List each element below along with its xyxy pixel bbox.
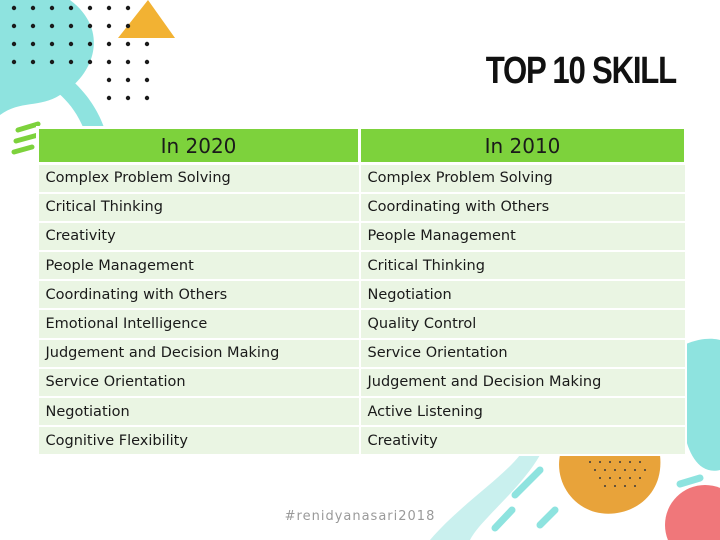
table-row: Complex Problem Solving Complex Problem … <box>36 162 687 194</box>
dot-grid-pattern <box>11 5 150 101</box>
teal-bottom-wave <box>430 455 540 540</box>
table-row: Service Orientation Judgement and Decisi… <box>36 366 687 399</box>
skill-2010: People Management <box>358 220 687 253</box>
skill-2020: Critical Thinking <box>36 191 361 223</box>
skill-2010: Complex Problem Solving <box>358 162 687 194</box>
page-title: TOP 10 SKILL <box>485 50 677 92</box>
skill-2020: People Management <box>36 250 361 282</box>
yellow-triangle-shape <box>118 0 175 38</box>
table-row: Cognitive Flexibility Creativity <box>36 425 687 457</box>
skill-2010: Creativity <box>358 425 687 457</box>
table-row: Judgement and Decision Making Service Or… <box>36 337 687 369</box>
skill-2010: Judgement and Decision Making <box>358 366 687 399</box>
green-dash-marks <box>11 121 41 155</box>
skill-2020: Cognitive Flexibility <box>36 425 361 457</box>
skill-2020: Negotiation <box>36 395 361 428</box>
teal-dash-marks <box>491 466 704 532</box>
skill-2020: Coordinating with Others <box>36 279 361 311</box>
skills-table: In 2020 In 2010 Complex Problem Solving … <box>36 126 687 457</box>
table-header-row: In 2020 In 2010 <box>36 126 687 165</box>
skill-2020: Judgement and Decision Making <box>36 337 361 369</box>
skill-2020: Complex Problem Solving <box>36 162 361 194</box>
skill-2010: Active Listening <box>358 395 687 428</box>
column-header-2010: In 2010 <box>358 126 687 165</box>
table-row: Critical Thinking Coordinating with Othe… <box>36 191 687 223</box>
skill-2010: Quality Control <box>358 308 687 340</box>
teal-right-blob <box>684 338 720 471</box>
table-row: People Management Critical Thinking <box>36 250 687 282</box>
skill-2020: Emotional Intelligence <box>36 308 361 340</box>
skill-2010: Coordinating with Others <box>358 191 687 223</box>
blob-dot-texture <box>589 461 646 487</box>
table-row: Creativity People Management <box>36 220 687 253</box>
skill-2020: Service Orientation <box>36 366 361 399</box>
table-row: Coordinating with Others Negotiation <box>36 279 687 311</box>
column-header-2020: In 2020 <box>36 126 361 165</box>
coral-circle-shape <box>665 485 720 540</box>
skill-2010: Critical Thinking <box>358 250 687 282</box>
skill-2010: Service Orientation <box>358 337 687 369</box>
footer-hashtag: #renidyanasari2018 <box>284 509 436 524</box>
teal-swirl-tail <box>30 60 105 132</box>
orange-blob-shape <box>559 455 661 514</box>
skill-2010: Negotiation <box>358 279 687 311</box>
table-row: Emotional Intelligence Quality Control <box>36 308 687 340</box>
table-row: Negotiation Active Listening <box>36 395 687 428</box>
skill-2020: Creativity <box>36 220 361 253</box>
